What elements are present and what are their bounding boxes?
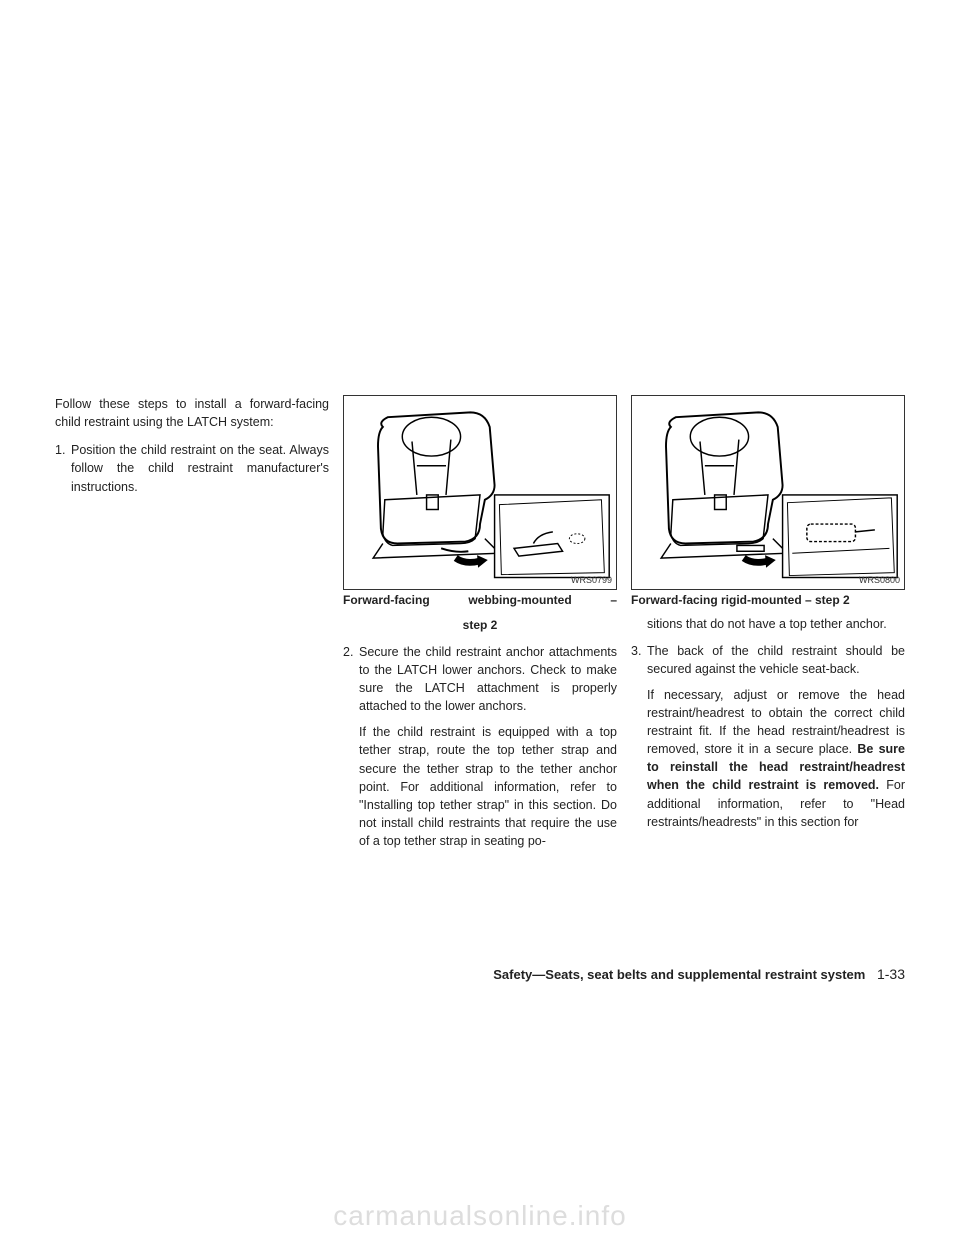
step-2-text: Secure the child restraint anchor attach… — [359, 643, 617, 716]
column-left: Follow these steps to install a forward-… — [55, 395, 329, 858]
figure-id-1: WRS0799 — [571, 574, 612, 587]
step-3-continue: If necessary, adjust or remove the head … — [647, 686, 905, 831]
step-1: 1. Position the child restraint on the s… — [55, 441, 329, 495]
intro-text: Follow these steps to install a forward-… — [55, 395, 329, 431]
step-2-continue: If the child restraint is equipped with … — [359, 723, 617, 850]
figure-caption-1: Forward-facing webbing-mounted – step 2 — [343, 592, 617, 635]
step-2-num: 2. — [343, 643, 359, 716]
figure-webbing: WRS0799 — [343, 395, 617, 590]
caption-line1: Forward-facing webbing-mounted – — [343, 592, 617, 609]
step-3-num: 3. — [631, 642, 647, 678]
step-2-continue-2: sitions that do not have a top tether an… — [647, 615, 905, 633]
seat-illustration-1 — [344, 396, 616, 589]
seat-illustration-2 — [632, 396, 904, 589]
watermark: carmanualsonline.info — [0, 1200, 960, 1232]
column-right: WRS0800 Forward-facing rigid-mounted – s… — [631, 395, 905, 858]
caption-line2: step 2 — [343, 617, 617, 634]
figure-id-2: WRS0800 — [859, 574, 900, 587]
footer-page: 1-33 — [877, 966, 905, 982]
step-3-text: The back of the child restraint should b… — [647, 642, 905, 678]
step-2: 2. Secure the child restraint anchor att… — [343, 643, 617, 716]
page-footer: Safety—Seats, seat belts and supplementa… — [493, 966, 905, 982]
figure-caption-2: Forward-facing rigid-mounted – step 2 — [631, 592, 905, 609]
column-middle: WRS0799 Forward-facing webbing-mounted –… — [343, 395, 617, 858]
step-1-text: Position the child restraint on the seat… — [71, 441, 329, 495]
step-1-num: 1. — [55, 441, 71, 495]
step-3: 3. The back of the child restraint shoul… — [631, 642, 905, 678]
footer-section: Safety—Seats, seat belts and supplementa… — [493, 967, 865, 982]
figure-rigid: WRS0800 — [631, 395, 905, 590]
